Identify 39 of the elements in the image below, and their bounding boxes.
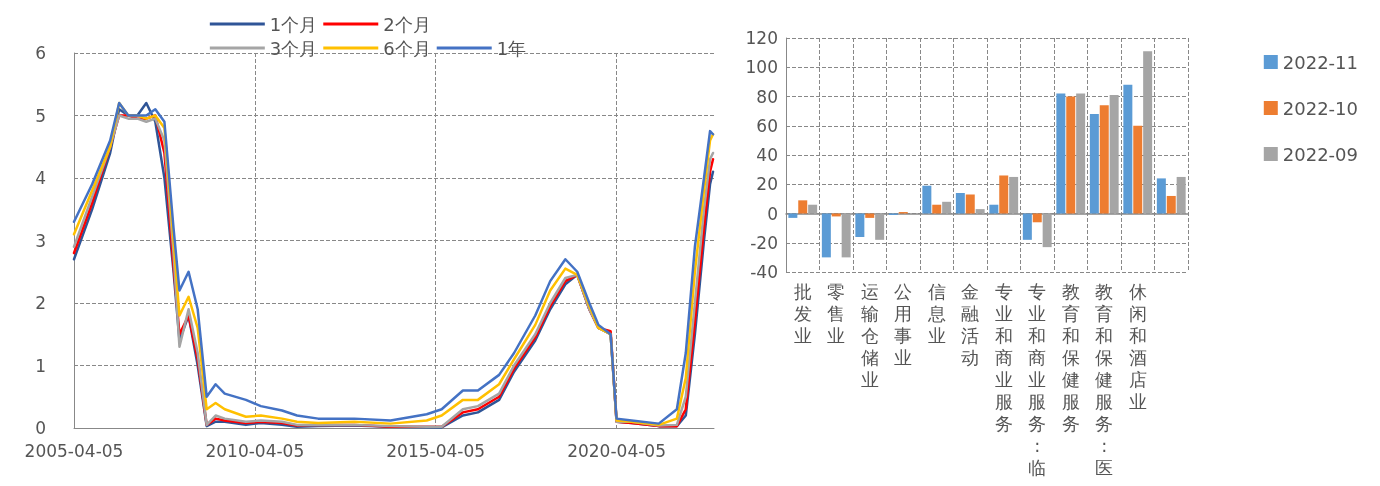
legend-label: 3个月 — [269, 37, 318, 59]
category-label: 教育和保健服务:医 — [1095, 280, 1114, 478]
x-tick-label: 金融活动 — [961, 280, 980, 368]
y-tick-label: 100 — [745, 57, 778, 78]
x-tick-label: 零售业 — [827, 280, 846, 346]
y-tick-label: 80 — [756, 86, 778, 107]
y-tick-label: 0 — [767, 203, 778, 224]
x-tick-label: 运输仓储业 — [860, 280, 879, 390]
x-tick-label: 2015-04-05 — [386, 440, 486, 461]
x-tick-label: 教育和保健服务 — [1061, 280, 1080, 434]
category-label: 专业和商业服务:临 — [1028, 280, 1047, 478]
x-tick-label: 2020-04-05 — [567, 440, 666, 461]
legend-label: 2022-09 — [1282, 143, 1359, 165]
x-tick-label: 批发业 — [793, 280, 812, 346]
y-tick-label: 20 — [756, 174, 778, 195]
y-tick-label: 1 — [35, 355, 46, 376]
y-tick-label: 40 — [756, 145, 778, 165]
y-tick-label: 3 — [35, 230, 46, 251]
x-tick-label: 2010-04-05 — [205, 440, 305, 461]
legend-label: 2022-10 — [1282, 97, 1359, 119]
y-tick-label: 5 — [35, 105, 46, 126]
y-tick-label: 60 — [756, 115, 778, 136]
legend-label: 6个月 — [383, 37, 431, 59]
legend-label: 1个月 — [269, 13, 318, 35]
legend-label: 2个月 — [383, 13, 431, 35]
y-tick-label: -40 — [750, 262, 778, 282]
legend-label: 1年 — [496, 37, 527, 59]
legend-label: 2022-11 — [1282, 51, 1359, 73]
y-tick-label: -20 — [750, 232, 778, 253]
y-tick-label: 0 — [35, 418, 46, 438]
x-tick-label: 信息业 — [926, 280, 946, 346]
x-tick-label: 休闲和酒店业 — [1128, 280, 1147, 412]
x-tick-label: 专业和商业服务 — [994, 280, 1013, 434]
x-tick-label: 2005-04-05 — [24, 440, 124, 461]
x-tick-label: 公用事业 — [894, 280, 913, 368]
y-tick-label: 2 — [35, 293, 46, 313]
y-tick-label: 4 — [35, 168, 46, 188]
y-tick-label: 6 — [35, 43, 46, 63]
y-tick-label: 120 — [745, 28, 778, 48]
